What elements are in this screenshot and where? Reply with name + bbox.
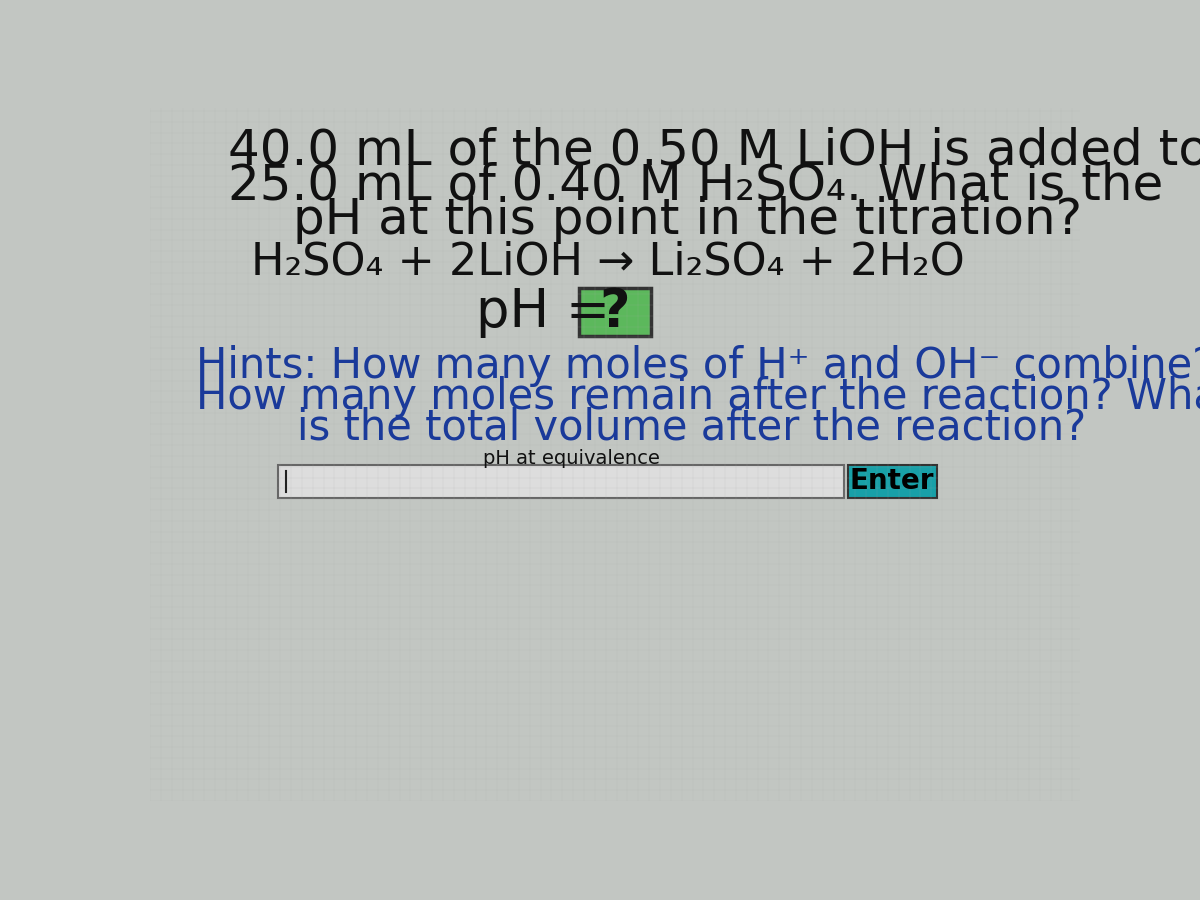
Text: 25.0 mL of 0.40 M H₂SO₄. What is the: 25.0 mL of 0.40 M H₂SO₄. What is the — [228, 161, 1163, 209]
Text: H₂SO₄ + 2LiOH → Li₂SO₄ + 2H₂O: H₂SO₄ + 2LiOH → Li₂SO₄ + 2H₂O — [251, 240, 965, 284]
Text: How many moles remain after the reaction? What: How many moles remain after the reaction… — [197, 376, 1200, 418]
Text: ?: ? — [600, 286, 630, 338]
FancyBboxPatch shape — [847, 464, 937, 499]
Text: pH at equivalence: pH at equivalence — [484, 449, 660, 468]
Text: Enter: Enter — [850, 467, 935, 495]
Text: Hints: How many moles of H⁺ and OH⁻ combine?: Hints: How many moles of H⁺ and OH⁻ comb… — [197, 345, 1200, 387]
Text: is the total volume after the reaction?: is the total volume after the reaction? — [298, 407, 1086, 448]
Text: pH =: pH = — [475, 286, 626, 338]
Text: 40.0 mL of the 0.50 M LiOH is added to: 40.0 mL of the 0.50 M LiOH is added to — [228, 126, 1200, 175]
FancyBboxPatch shape — [278, 464, 844, 499]
Text: pH at this point in the titration?: pH at this point in the titration? — [293, 195, 1082, 244]
FancyBboxPatch shape — [578, 288, 652, 336]
